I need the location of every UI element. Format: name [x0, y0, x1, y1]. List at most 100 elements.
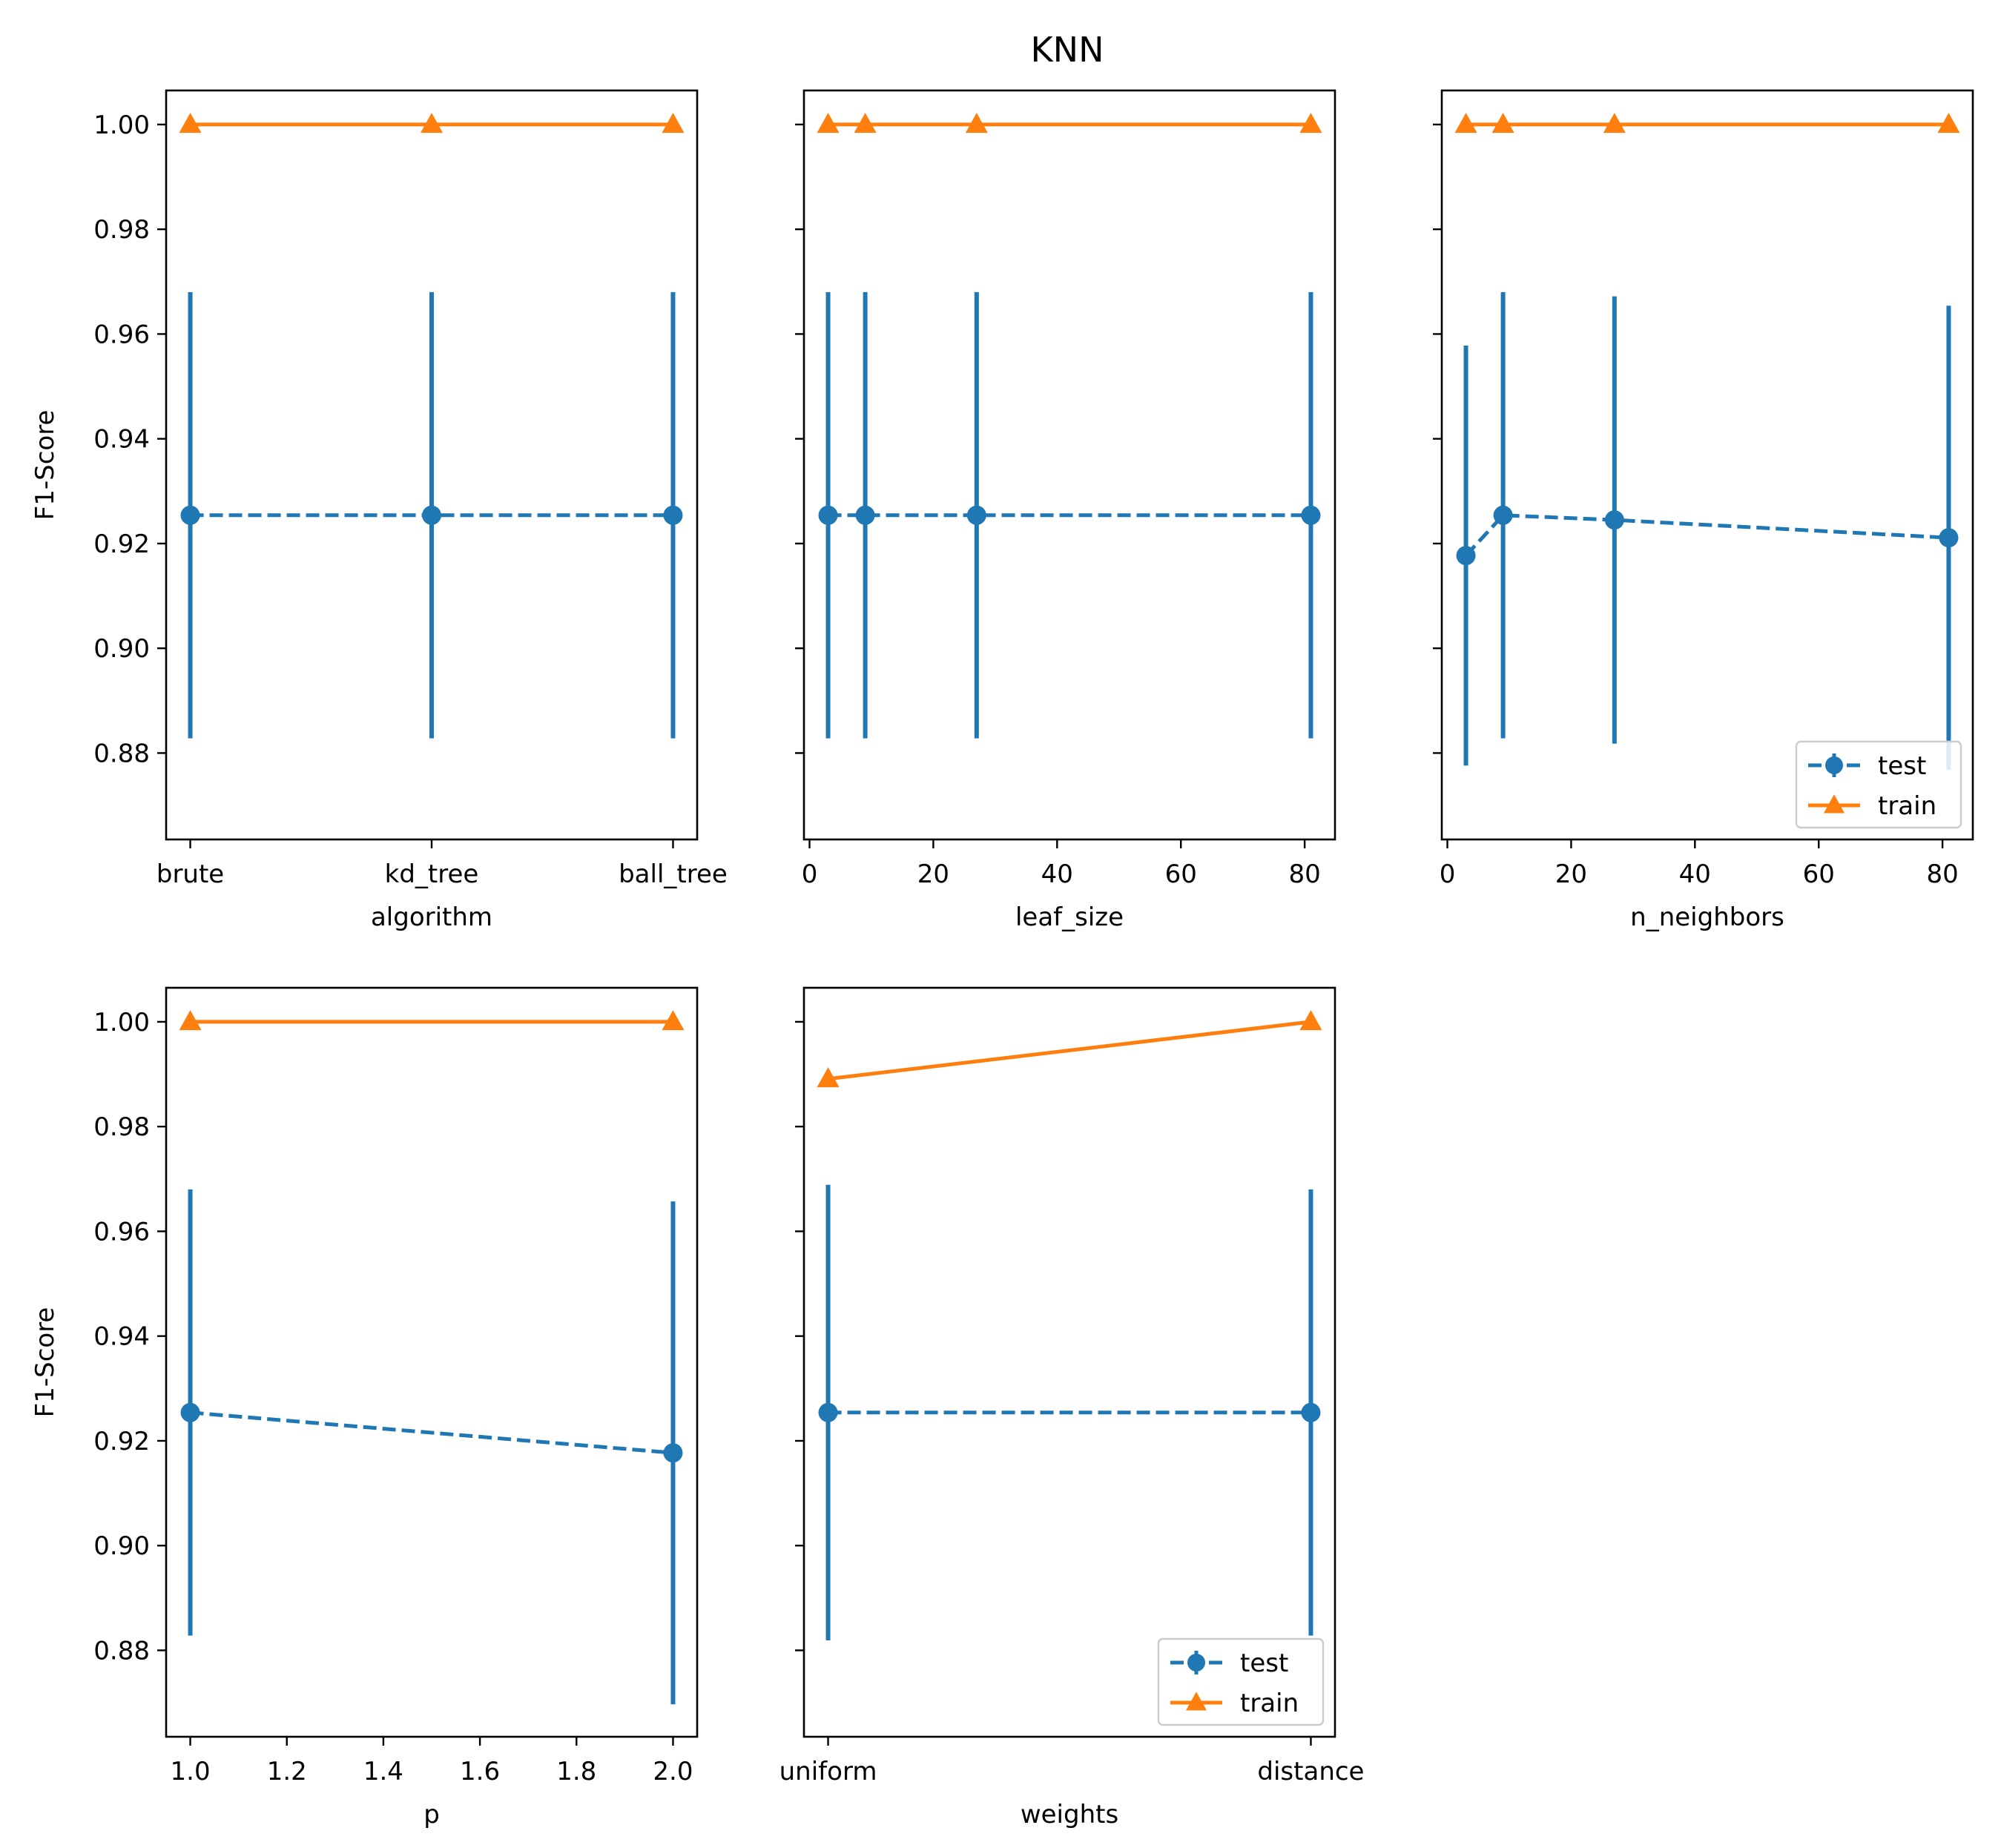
legend: test train: [1795, 740, 1962, 829]
train-point: [817, 113, 840, 133]
y-tick-label: 0.94: [93, 425, 150, 455]
x-tick-label: 80: [1288, 859, 1320, 889]
train-point: [421, 113, 443, 133]
test-point: [663, 1443, 683, 1463]
test-point: [966, 505, 986, 525]
x-tick-label: 1.8: [556, 1757, 596, 1786]
legend-label: train: [1240, 1689, 1299, 1718]
train-point: [1937, 113, 1960, 133]
axes-frame: [165, 986, 699, 1738]
y-tick-label: 0.88: [93, 739, 150, 768]
subplot-3: 0 20 40 60 80 n_neighbors test train: [1433, 89, 1974, 932]
train-point: [1454, 113, 1477, 133]
x-tick-label: 80: [1926, 859, 1958, 889]
series-test: [180, 291, 683, 739]
test-point: [663, 505, 683, 525]
y-tick-label: 0.90: [93, 1531, 150, 1561]
legend-marker: [1825, 756, 1843, 774]
y-tick-label: 0.96: [93, 320, 150, 349]
x-axis-label: n_neighbors: [1630, 902, 1784, 932]
y-axis-label: F1-Score: [30, 410, 60, 521]
y-tick-label: 0.92: [93, 529, 150, 559]
series-train: [179, 1010, 685, 1031]
x-tick-label: 1.2: [267, 1757, 307, 1786]
subplot-2: 0 20 40 60 80 leaf_size: [795, 89, 1336, 932]
x-tick-label: ball_tree: [619, 859, 728, 889]
series-test: [1456, 291, 1959, 770]
x-axis-label: p: [423, 1800, 440, 1829]
test-point: [818, 1402, 838, 1422]
x-tick-label: 60: [1165, 859, 1197, 889]
x-tick-label: 60: [1803, 859, 1835, 889]
series-train: [817, 1010, 1322, 1088]
x-axis-label: algorithm: [371, 902, 492, 932]
test-line: [1464, 513, 1949, 557]
subplot-5: uniform distance weights test train: [779, 986, 1364, 1829]
test-point: [855, 505, 875, 525]
y-tick-label: 0.94: [93, 1322, 150, 1352]
x-tick-label: 0: [1440, 859, 1456, 889]
x-tick-label: 20: [1555, 859, 1587, 889]
x-tick-label: 0: [802, 859, 818, 889]
y-tick-label: 0.92: [93, 1427, 150, 1456]
x-tick-label: 1.4: [363, 1757, 403, 1786]
legend-entry-train: train: [1808, 791, 1936, 821]
legend-marker: [1186, 1692, 1207, 1711]
x-axis-label: weights: [1021, 1800, 1118, 1829]
x-tick-label: brute: [156, 859, 224, 889]
x-tick-label: 20: [917, 859, 949, 889]
train-point: [1491, 113, 1514, 133]
test-point: [818, 505, 838, 525]
test-point: [1939, 528, 1959, 548]
y-axis-label: F1-Score: [30, 1307, 60, 1418]
legend-marker: [1824, 794, 1845, 814]
y-tick-label: 0.90: [93, 634, 150, 664]
test-point: [1301, 1402, 1321, 1422]
test-point: [422, 505, 441, 525]
legend-entry-test: test: [1808, 751, 1926, 781]
train-point: [1299, 113, 1322, 133]
x-tick-label: 40: [1679, 859, 1711, 889]
axes-frame: [802, 89, 1336, 841]
train-point: [179, 113, 202, 133]
series-test: [180, 1189, 683, 1705]
series-test: [818, 291, 1321, 739]
legend-label: train: [1878, 791, 1936, 821]
y-tick-label: 0.96: [93, 1217, 150, 1247]
test-point: [180, 505, 200, 525]
x-tick-label: 1.6: [460, 1757, 500, 1786]
x-tick-label: kd_tree: [385, 859, 479, 889]
train-point: [1603, 113, 1626, 133]
test-point: [1456, 546, 1476, 566]
legend: test train: [1157, 1637, 1325, 1726]
test-line: [190, 1410, 673, 1455]
x-tick-label: 40: [1041, 859, 1073, 889]
legend-label: test: [1878, 751, 1926, 781]
test-point: [1301, 505, 1321, 525]
series-train: [1454, 113, 1960, 133]
series-test: [818, 1184, 1321, 1641]
train-line: [828, 1020, 1311, 1081]
x-tick-label: 1.0: [171, 1757, 211, 1786]
series-train: [179, 113, 685, 133]
test-point: [1493, 505, 1513, 525]
x-tick-label: uniform: [779, 1757, 877, 1786]
subplot-1: 0.88 0.90 0.92 0.94 0.96 0.98 1.00 brute kd_tree…: [30, 89, 728, 932]
legend-entry-test: test: [1170, 1649, 1288, 1678]
y-tick-label: 1.00: [93, 110, 150, 140]
train-point: [1299, 1010, 1322, 1031]
axes-frame: [802, 986, 1336, 1738]
y-tick-label: 1.00: [93, 1008, 150, 1037]
y-tick-label: 0.98: [93, 1112, 150, 1142]
train-point: [817, 1067, 840, 1088]
train-point: [179, 1010, 202, 1031]
axes-frame: [1440, 89, 1974, 841]
legend-label: test: [1240, 1649, 1288, 1678]
y-tick-label: 0.98: [93, 215, 150, 245]
x-tick-label: 2.0: [653, 1757, 693, 1786]
legend-entry-train: train: [1170, 1689, 1299, 1718]
y-tick-label: 0.88: [93, 1636, 150, 1666]
train-point: [854, 113, 877, 133]
